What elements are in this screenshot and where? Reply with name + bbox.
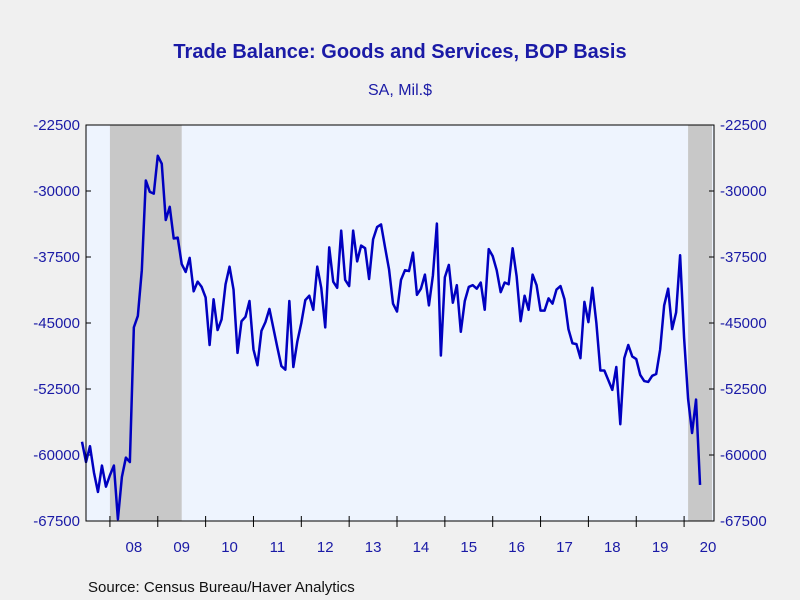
y-tick-left-4: -52500 [33,381,80,398]
plot-frame [85,124,715,522]
y-tick-right-0: -22500 [720,117,767,134]
x-tick-label-14: 14 [413,539,430,556]
chart-subtitle: SA, Mil.$ [368,82,432,99]
plot-area [86,125,714,521]
x-tick-label-15: 15 [460,539,477,556]
x-tick-label-08: 08 [126,539,143,556]
y-tick-right-5: -60000 [720,447,767,464]
x-tick-label-16: 16 [508,539,525,556]
y-tick-left-5: -60000 [33,447,80,464]
y-tick-right-1: -30000 [720,183,767,200]
y-tick-left-1: -30000 [33,183,80,200]
y-tick-left-2: -37500 [33,249,80,266]
x-tick-label-18: 18 [604,539,621,556]
x-tick-label-20: 20 [700,539,717,556]
x-tick-label-12: 12 [317,539,334,556]
y-tick-left-0: -22500 [33,117,80,134]
x-tick-label-10: 10 [221,539,238,556]
y-tick-right-6: -67500 [720,513,767,530]
x-tick-label-19: 19 [652,539,669,556]
y-tick-right-2: -37500 [720,249,767,266]
source-note: Source: Census Bureau/Haver Analytics [88,579,355,596]
y-tick-right-3: -45000 [720,315,767,332]
x-tick-label-11: 11 [270,539,286,556]
y-tick-left-3: -45000 [33,315,80,332]
x-tick-label-13: 13 [365,539,382,556]
chart-title: Trade Balance: Goods and Services, BOP B… [173,41,626,63]
x-tick-label-17: 17 [556,539,573,556]
y-tick-left-6: -67500 [33,513,80,530]
y-tick-right-4: -52500 [720,381,767,398]
series-line-trade-balance [80,154,702,521]
x-tick-label-09: 09 [173,539,190,556]
